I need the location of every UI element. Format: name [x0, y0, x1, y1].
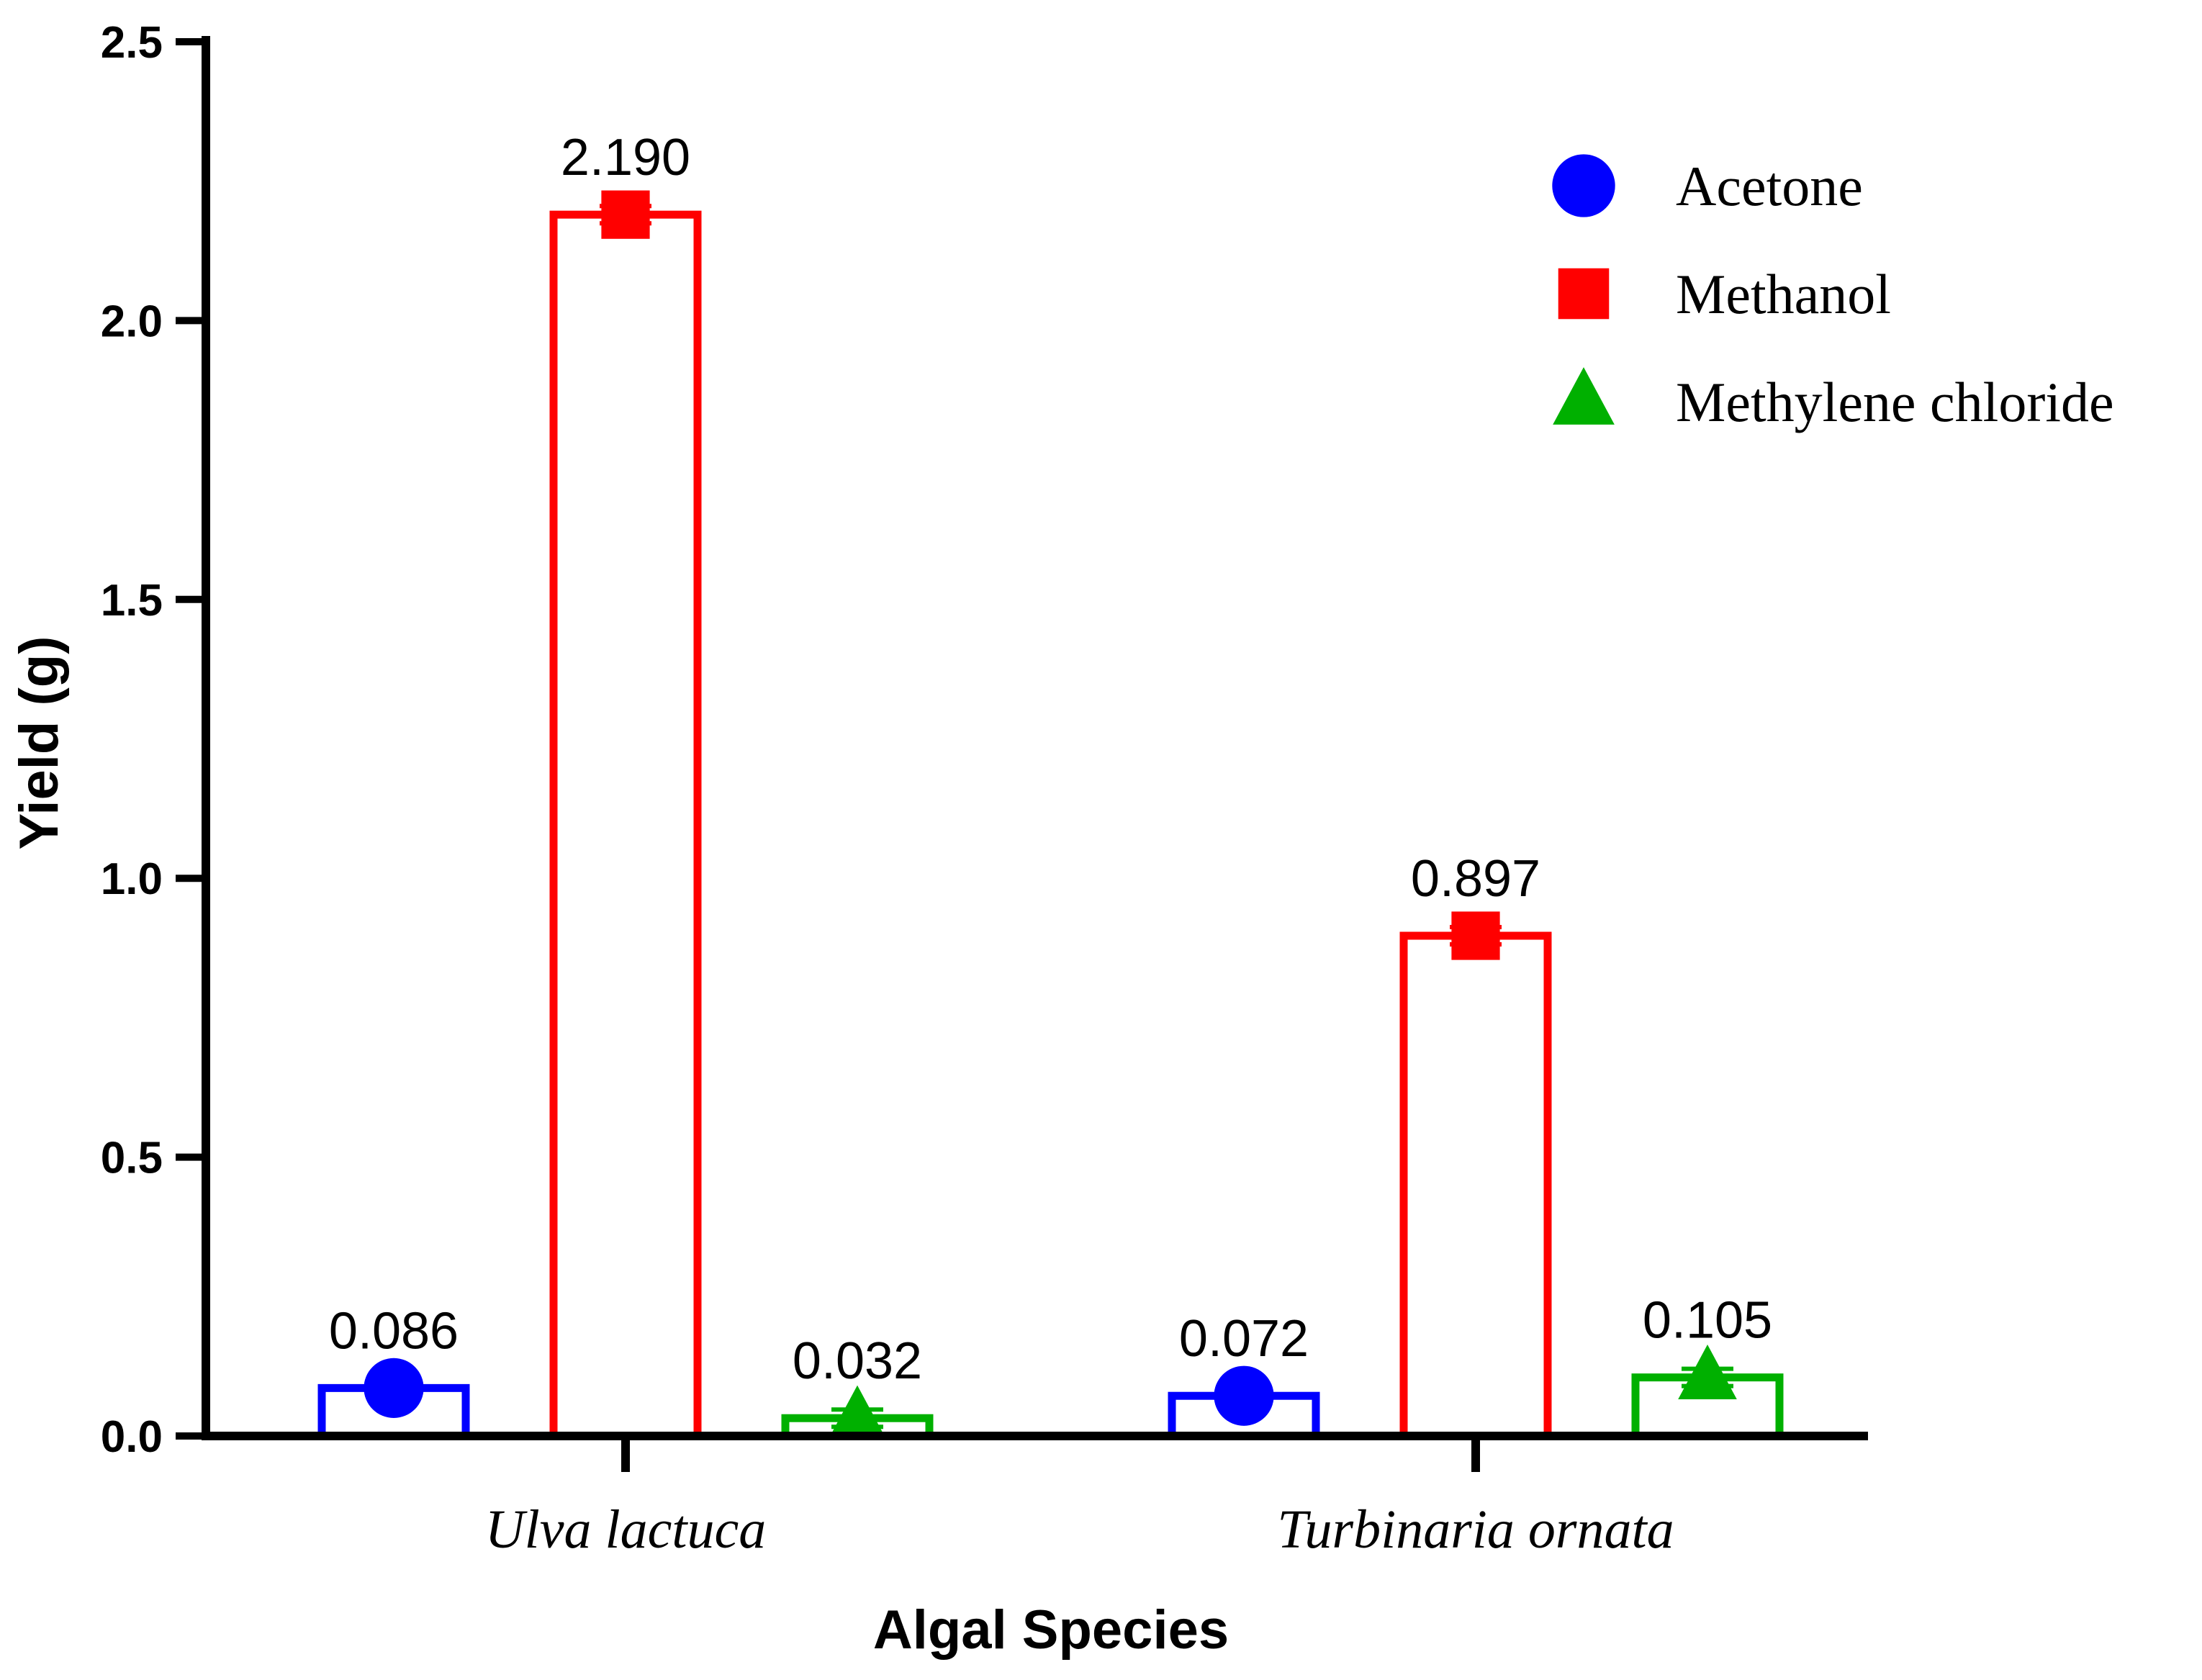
legend-marker-methylene-chloride: [1553, 367, 1615, 425]
y-tick-label-2: 1.0: [101, 854, 163, 904]
marker-methylene-chloride-turbinaria-ornata: [1678, 1345, 1737, 1400]
data-label-methylene-chloride-turbinaria-ornata: 0.105: [1643, 1292, 1772, 1350]
marker-methylene-chloride-ulva-lactuca: [828, 1385, 887, 1440]
x-axis-title: Algal Species: [873, 1599, 1229, 1661]
x-tick-label-0: Ulva lactuca: [485, 1499, 766, 1560]
y-tick-label-0: 0.0: [101, 1412, 163, 1462]
legend-label-methylene-chloride: Methylene chloride: [1676, 371, 2114, 433]
legend-label-methanol: Methanol: [1676, 263, 1891, 325]
data-label-methylene-chloride-ulva-lactuca: 0.032: [793, 1332, 922, 1390]
data-label-acetone-turbinaria-ornata: 0.072: [1179, 1310, 1309, 1368]
y-axis-title: Yield (g): [9, 636, 70, 850]
legend-marker-acetone: [1552, 154, 1615, 217]
data-label-methanol-turbinaria-ornata: 0.897: [1411, 850, 1540, 908]
legend-marker-methanol: [1558, 268, 1610, 320]
y-tick-label-1: 0.5: [101, 1134, 163, 1183]
marker-acetone-turbinaria-ornata: [1214, 1365, 1274, 1426]
bars-layer: [317, 190, 1784, 1440]
marker-methanol-turbinaria-ornata: [1451, 911, 1500, 960]
x-tick-label-1: Turbinaria ornata: [1277, 1499, 1674, 1560]
data-label-methanol-ulva-lactuca: 2.190: [561, 129, 690, 186]
axes-layer: 0.0 0.5 1.0 1.5 2.0 2.5 Ulva lactuca Turbinaria…: [101, 18, 1868, 1560]
bar-methanol-ulva-lactuca: [549, 210, 702, 1440]
marker-methanol-ulva-lactuca: [601, 190, 650, 239]
y-tick-label-3: 1.5: [101, 576, 163, 626]
y-tick-label-4: 2.0: [101, 297, 163, 346]
labels-layer: 0.086 0.072 2.190 0.897 0.032 0.105: [329, 129, 1772, 1390]
data-label-acetone-ulva-lactuca: 0.086: [329, 1302, 459, 1360]
legend: Acetone Methanol Methylene chloride: [1552, 154, 2114, 433]
y-tick-label-5: 2.5: [101, 18, 163, 68]
bar-methanol-turbinaria-ornata: [1399, 931, 1552, 1440]
marker-acetone-ulva-lactuca: [364, 1358, 424, 1418]
legend-label-acetone: Acetone: [1676, 155, 1863, 217]
